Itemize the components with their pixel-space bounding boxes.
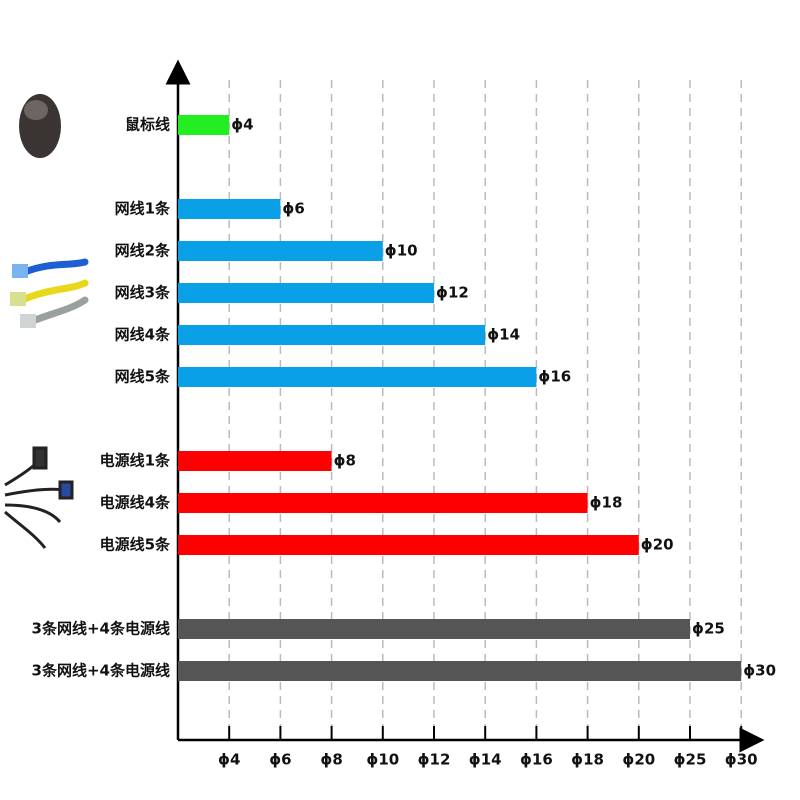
value-label: ϕ4 (231, 116, 253, 134)
x-tick-label: ϕ12 (418, 751, 451, 769)
bar (178, 325, 486, 345)
y-tick-label: 3条网线+4条电源线 (32, 620, 170, 638)
y-tick-label: 网线4条 (115, 326, 171, 344)
y-tick-label: 网线1条 (115, 200, 171, 218)
x-tick-label: ϕ8 (320, 751, 342, 769)
x-tick-label: ϕ30 (725, 751, 758, 769)
y-tick-label: 网线5条 (115, 368, 171, 386)
y-tick-label: 3条网线+4条电源线 (32, 662, 170, 680)
value-label: ϕ20 (641, 536, 674, 554)
bar (178, 451, 332, 471)
value-label: ϕ6 (282, 200, 304, 218)
y-tick-label: 网线2条 (115, 242, 171, 260)
x-tick-label: ϕ14 (469, 751, 502, 769)
bar (178, 535, 639, 555)
x-tick-label: ϕ25 (674, 751, 707, 769)
x-tick-label: ϕ4 (218, 751, 240, 769)
value-label: ϕ25 (692, 620, 725, 638)
y-tick-label: 电源线5条 (100, 536, 171, 554)
x-tick-label: ϕ18 (571, 751, 604, 769)
value-label: ϕ14 (487, 326, 520, 344)
y-tick-label: 鼠标线 (125, 116, 170, 134)
value-label: ϕ18 (590, 494, 623, 512)
bar (178, 199, 281, 219)
value-label: ϕ30 (743, 662, 776, 680)
x-tick-label: ϕ20 (622, 751, 655, 769)
value-label: ϕ8 (334, 452, 356, 470)
x-tick-label: ϕ6 (269, 751, 291, 769)
bar (178, 661, 742, 681)
value-label: ϕ10 (385, 242, 418, 260)
value-label: ϕ12 (436, 284, 469, 302)
network-cable-icon (10, 258, 89, 328)
x-tick-label: ϕ10 (366, 751, 399, 769)
bar (178, 493, 588, 513)
bar (178, 619, 690, 639)
y-tick-label: 网线3条 (115, 284, 171, 302)
y-tick-label: 电源线4条 (100, 494, 171, 512)
value-label: ϕ16 (538, 368, 571, 386)
bar (178, 115, 230, 135)
y-tick-label: 电源线1条 (100, 452, 171, 470)
bar (178, 283, 434, 303)
mouse-icon (19, 94, 61, 158)
bar (178, 241, 383, 261)
x-tick-label: ϕ16 (520, 751, 553, 769)
bar (178, 367, 537, 387)
power-cable-icon (4, 446, 74, 549)
